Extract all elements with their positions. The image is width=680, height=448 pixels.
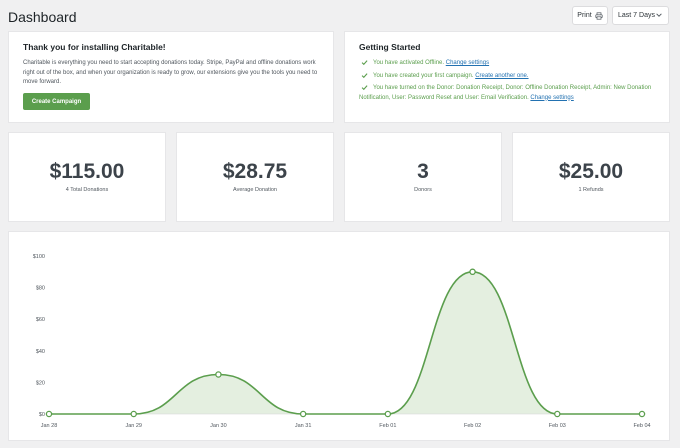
chart-point-jan-28 (45, 410, 53, 418)
y-tick-label: $40 (36, 349, 45, 355)
create-another-link[interactable]: Create another one. (475, 72, 529, 79)
change-settings-link[interactable]: Change settings (445, 60, 490, 66)
stat-refunds: $25.00 1 Refunds (512, 132, 670, 222)
item-text: You have activated Offline. (373, 60, 445, 66)
getting-started-list: You have activated Offline. Change setti… (359, 59, 655, 103)
stat-average-donation: $28.75 Average Donation (176, 132, 334, 222)
x-tick-label: Feb 01 (379, 423, 396, 429)
checkmark-icon (361, 60, 368, 66)
chevron-down-icon (656, 13, 662, 17)
stat-label: 1 Refunds (578, 187, 604, 193)
stat-donors: 3 Donors (344, 132, 502, 222)
welcome-text: Charitable is everything you need to sta… (23, 60, 318, 85)
x-tick-label: Jan 29 (125, 423, 142, 429)
stat-value: 3 (417, 160, 429, 183)
welcome-title: Thank you for installing Charitable! (23, 42, 166, 52)
chart-point-jan-29 (130, 410, 137, 418)
page-title: Dashboard (8, 9, 77, 25)
x-tick-label: Feb 03 (549, 423, 566, 429)
y-tick-label: $80 (36, 286, 45, 292)
stat-total-donations: $115.00 4 Total Donations (8, 132, 166, 222)
stat-label: Average Donation (233, 187, 277, 193)
stat-value: $115.00 (49, 160, 125, 183)
y-tick-label: $60 (36, 317, 45, 323)
change-emails-link[interactable]: Change settings (530, 94, 574, 101)
chart-point-jan-30 (215, 371, 222, 378)
list-item: You have activated Offline. Change setti… (359, 59, 655, 69)
x-tick-label: Jan 30 (210, 423, 227, 429)
print-button[interactable]: Print (572, 6, 608, 25)
date-range-select[interactable]: Last 7 Days (612, 6, 669, 25)
create-campaign-button[interactable]: Create Campaign (23, 93, 90, 110)
chart-point-jan-31 (299, 410, 307, 418)
welcome-card: Thank you for installing Charitable! Cha… (8, 31, 334, 123)
checkmark-icon (361, 85, 368, 91)
chart-area-fill (49, 271, 642, 414)
chart-series-line (49, 270, 643, 415)
x-tick-label: Jan 31 (295, 423, 312, 429)
item-text: You have created your first campaign. (373, 72, 474, 79)
list-item: You have created your first campaign. Cr… (359, 72, 655, 82)
donations-chart: $0 $20 $40 $60 $80 $100 Jan 28 Jan 29 Jan 30 Jan … (33, 254, 651, 429)
x-tick-label: Feb 04 (633, 423, 650, 429)
y-tick-label: $0 (39, 412, 45, 418)
list-item: You have turned on the Donor: Donation R… (359, 84, 655, 103)
y-tick-label: $100 (33, 254, 45, 260)
chart-point-feb-02 (469, 268, 476, 276)
chart-point-feb-03 (554, 410, 561, 418)
checkmark-icon (361, 72, 368, 78)
x-tick-label: Feb 02 (464, 423, 481, 429)
getting-started-card: Getting Started You have activated Offli… (344, 31, 670, 123)
x-tick-label: Jan 28 (41, 423, 58, 429)
chart-point-feb-04 (638, 410, 646, 418)
y-tick-label: $20 (36, 380, 45, 386)
printer-icon (595, 11, 603, 20)
stat-label: Donors (414, 187, 432, 193)
getting-started-title: Getting Started (359, 42, 421, 52)
item-text: You have turned on the Donor: Donation R… (359, 85, 652, 101)
date-range-value: Last 7 Days (618, 12, 655, 19)
stat-value: $28.75 (222, 160, 288, 183)
stat-value: $25.00 (558, 160, 624, 183)
chart-point-feb-01 (384, 410, 392, 418)
stat-label: 4 Total Donations (65, 187, 109, 193)
print-label: Print (577, 12, 592, 19)
donations-chart-card: $0 $20 $40 $60 $80 $100 Jan 28 Jan 29 Jan 30 Jan … (8, 231, 670, 441)
top-bar: Dashboard Print Last 7 Days (0, 0, 680, 34)
